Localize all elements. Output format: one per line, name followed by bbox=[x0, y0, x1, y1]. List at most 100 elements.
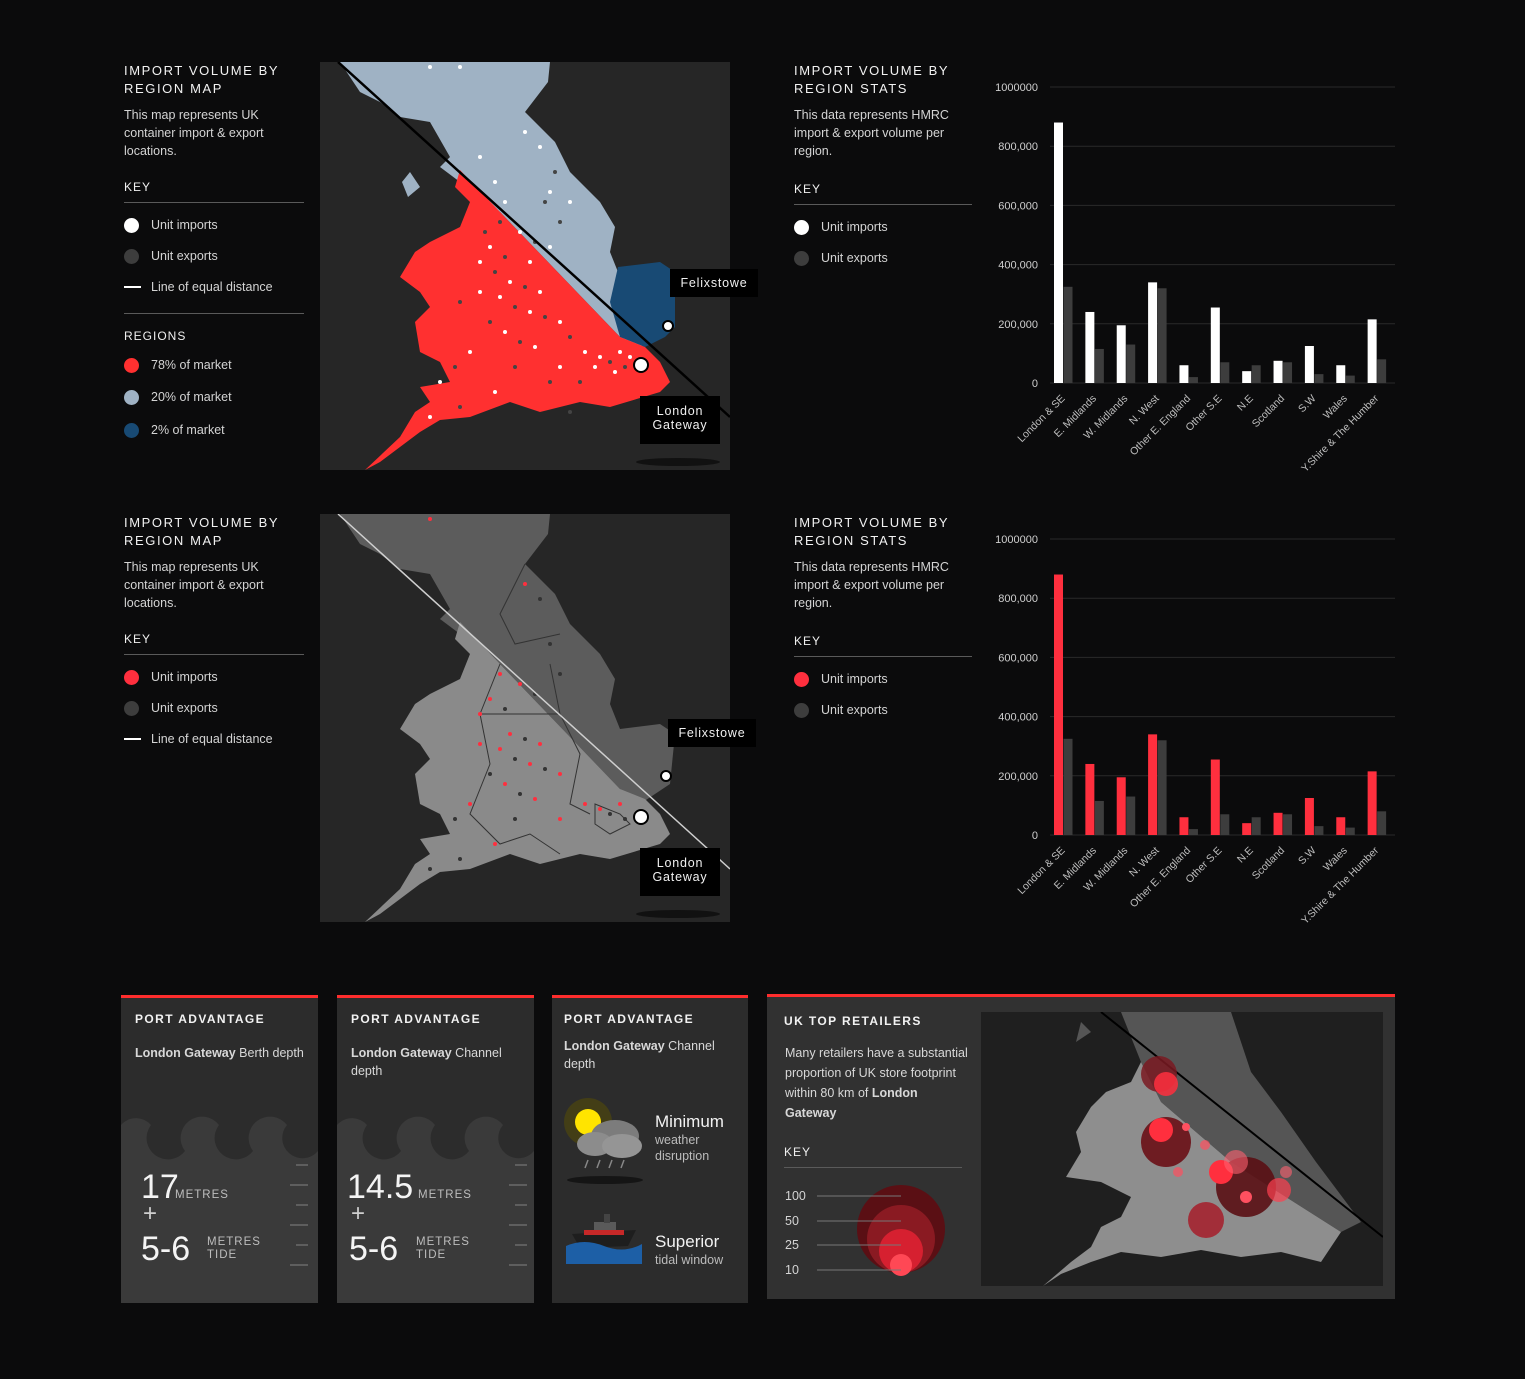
weather-big-label: Minimum bbox=[655, 1112, 724, 1131]
y-tick-label: 0 bbox=[1032, 830, 1038, 842]
red-dot-icon bbox=[124, 669, 139, 685]
tide-value: 5-6 bbox=[141, 1230, 191, 1268]
key-item-imports: Unit imports bbox=[124, 667, 304, 687]
key-label: Unit exports bbox=[821, 251, 888, 265]
bar-exports bbox=[1314, 374, 1324, 383]
bar-imports bbox=[1336, 817, 1346, 835]
y-tick-label: 0 bbox=[1032, 378, 1038, 390]
wave-icon bbox=[337, 1116, 534, 1303]
key-label: Unit imports bbox=[821, 672, 888, 686]
tide-unit: METRES TIDE bbox=[416, 1236, 470, 1262]
panel-title: IMPORT VOLUME BY REGION MAP bbox=[124, 515, 279, 548]
grey-dot-icon bbox=[124, 248, 139, 264]
london-gateway-pin-icon bbox=[633, 809, 649, 825]
plus-sign: + bbox=[143, 1200, 158, 1227]
line-icon bbox=[124, 286, 141, 288]
card-title: UK TOP RETAILERS bbox=[784, 1014, 922, 1028]
bar-exports bbox=[1126, 344, 1136, 383]
key-item-exports: Unit exports bbox=[124, 698, 304, 718]
london-gateway-callout: London Gateway bbox=[640, 848, 720, 896]
key-label: Line of equal distance bbox=[151, 732, 273, 746]
import-volume-bar-chart-top: 1000000 800,000 600,000 400,000 200,000 0 Lond… bbox=[980, 75, 1400, 480]
x-tick-label: S.W bbox=[1296, 845, 1319, 868]
retailers-map bbox=[981, 1012, 1383, 1286]
bar-exports bbox=[1094, 800, 1104, 835]
bar-imports bbox=[1116, 777, 1126, 835]
y-tick-label: 1000000 bbox=[995, 82, 1038, 94]
card-description-rest: Berth depth bbox=[235, 1046, 304, 1060]
divider bbox=[784, 1167, 962, 1168]
depth-unit: METRES bbox=[175, 1189, 229, 1201]
region-item-lightblue: 20% of market bbox=[124, 387, 304, 407]
london-gateway-callout: London Gateway bbox=[640, 396, 720, 444]
x-tick-label: N.E bbox=[1235, 393, 1256, 414]
key-heading: KEY bbox=[794, 634, 822, 648]
import-volume-bar-chart-mid: 1000000 800,000 600,000 400,000 200,000 0 Lond… bbox=[980, 527, 1400, 932]
bar-imports bbox=[1367, 319, 1377, 383]
key-scale-25: 25 bbox=[785, 1238, 799, 1252]
key-label: Line of equal distance bbox=[151, 280, 273, 294]
bar-exports bbox=[1251, 817, 1261, 835]
key-label: Unit imports bbox=[151, 670, 218, 684]
card-description-rest: Channel depth bbox=[351, 1046, 502, 1078]
lightblue-dot-icon bbox=[124, 389, 139, 405]
felixstowe-pin-icon bbox=[660, 770, 672, 782]
key-heading: KEY bbox=[124, 180, 152, 194]
region-item-red: 78% of market bbox=[124, 355, 304, 375]
red-dot-icon bbox=[794, 671, 809, 687]
bar-imports bbox=[1148, 282, 1158, 383]
port-name: London Gateway bbox=[785, 1086, 918, 1120]
tide-unit-line2: TIDE bbox=[207, 1249, 238, 1261]
bar-exports bbox=[1157, 740, 1167, 835]
bar-exports bbox=[1063, 738, 1073, 835]
bar-exports bbox=[1314, 826, 1324, 835]
depth-value: 14.5 bbox=[347, 1168, 414, 1206]
y-tick-label: 200,000 bbox=[998, 771, 1038, 783]
y-tick-label: 800,000 bbox=[998, 141, 1038, 153]
key-scale-10: 10 bbox=[785, 1263, 799, 1277]
divider bbox=[124, 202, 304, 203]
card-description-text: Many retailers have a substantial propor… bbox=[785, 1046, 968, 1100]
card-description: Many retailers have a substantial propor… bbox=[785, 1043, 970, 1123]
bar-imports bbox=[1054, 574, 1063, 835]
tide-unit-line1: METRES bbox=[416, 1236, 470, 1248]
east-region bbox=[610, 262, 675, 347]
south-region bbox=[365, 622, 670, 922]
south-region bbox=[365, 170, 670, 470]
bar-imports bbox=[1273, 360, 1283, 383]
x-tick-label: N.E bbox=[1235, 845, 1256, 866]
bar-exports bbox=[1157, 288, 1167, 383]
top-retailers-card: UK TOP RETAILERS Many retailers have a s… bbox=[767, 994, 1395, 1299]
bar-imports bbox=[1179, 365, 1189, 383]
key-item-imports: Unit imports bbox=[124, 215, 304, 235]
bar-exports bbox=[1126, 796, 1136, 835]
storm-cloud-icon bbox=[564, 1098, 643, 1184]
mid-stats-legend: IMPORT VOLUME BY REGION STATS This data … bbox=[794, 514, 972, 720]
panel-title: IMPORT VOLUME BY REGION STATS bbox=[794, 515, 949, 548]
tide-unit-line2: TIDE bbox=[416, 1249, 447, 1261]
bar-imports bbox=[1242, 371, 1252, 383]
bar-imports bbox=[1179, 817, 1189, 835]
x-tick-label: Wales bbox=[1321, 845, 1350, 874]
felixstowe-callout: Felixstowe bbox=[668, 719, 756, 747]
card-title: PORT ADVANTAGE bbox=[564, 1012, 695, 1026]
tide-unit-line1: METRES bbox=[207, 1236, 261, 1248]
key-heading: KEY bbox=[784, 1145, 812, 1159]
bar-exports bbox=[1345, 827, 1355, 835]
key-label: Unit exports bbox=[821, 703, 888, 717]
bar-imports bbox=[1210, 307, 1220, 383]
divider bbox=[124, 654, 304, 655]
key-item-line: Line of equal distance bbox=[124, 277, 304, 297]
x-tick-label: S.W bbox=[1296, 393, 1319, 416]
panel-description: This map represents UK container import … bbox=[124, 108, 264, 158]
bar-imports bbox=[1085, 763, 1095, 835]
y-tick-label: 400,000 bbox=[998, 260, 1038, 272]
berth-depth-card: PORT ADVANTAGE London Gateway Berth dept… bbox=[121, 995, 318, 1303]
region-item-darkblue: 2% of market bbox=[124, 420, 304, 440]
card-title: PORT ADVANTAGE bbox=[135, 1012, 266, 1026]
felixstowe-callout: Felixstowe bbox=[670, 269, 758, 297]
bar-exports bbox=[1188, 377, 1198, 383]
key-label: Unit imports bbox=[821, 220, 888, 234]
key-item-imports: Unit imports bbox=[794, 669, 972, 689]
uk-region-map bbox=[320, 62, 730, 470]
